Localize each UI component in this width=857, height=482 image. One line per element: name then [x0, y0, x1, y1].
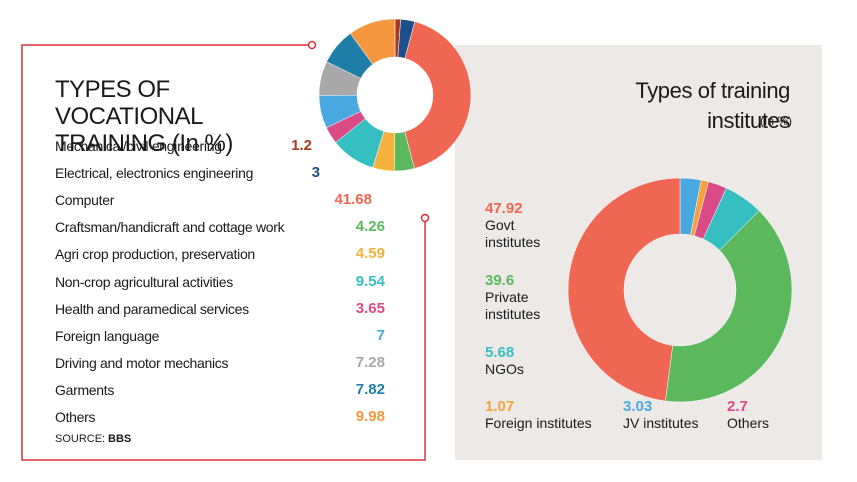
value-label: 9.54	[355, 272, 385, 290]
category-label: Electrical, electronics engineering	[55, 165, 254, 182]
value-label: 3	[311, 164, 320, 182]
card-border	[21, 44, 426, 461]
value-label: 47.92	[485, 200, 523, 217]
category-label: Govt institutes	[485, 217, 541, 250]
category-label: Non-crop agricultural activities	[55, 273, 233, 290]
border-dot	[307, 40, 317, 50]
chart-title: Types of training institutes	[635, 78, 790, 133]
source: BBS	[108, 433, 132, 445]
value-label: 39.6	[485, 272, 515, 289]
value-label: 4.26	[355, 218, 385, 236]
category-label: Craftsman/handicraft and cottage work	[55, 219, 285, 236]
value-label: 3.03	[623, 398, 653, 415]
category-label: Agri crop production, preservation	[55, 246, 255, 263]
category-label: Mechanical/civil engineering	[55, 138, 222, 154]
category-label: JV institutes	[623, 415, 699, 431]
value-label: 2.7	[727, 398, 748, 415]
value-label: 4.59	[355, 245, 385, 263]
source-label: SOURCE:	[55, 433, 106, 445]
border-dot	[420, 213, 430, 223]
category-label: Health and paramedical services	[55, 300, 249, 317]
value-label: 7.28	[355, 353, 385, 371]
category-label: Computer	[55, 192, 115, 209]
category-label: Garments	[55, 381, 115, 398]
category-label: Foreign language	[55, 327, 160, 344]
value-label: 1.07	[485, 398, 515, 415]
slice	[350, 18, 396, 65]
slice	[404, 21, 472, 169]
slice	[567, 177, 681, 402]
value-label: 41.68	[334, 191, 372, 209]
category-label: Foreign institutes	[485, 415, 592, 431]
chart-title: TYPES OF VOCATIONAL TRAINING (In %)	[55, 76, 233, 157]
category-label: Others	[55, 409, 96, 425]
value-label: 1.2	[291, 137, 312, 154]
unit: (In %)	[760, 114, 793, 128]
value-label: 5.68	[485, 344, 515, 361]
value-label: 7.82	[355, 380, 385, 398]
value-label: 3.65	[355, 299, 385, 317]
category-label: Driving and motor mechanics	[55, 354, 229, 371]
value-label: 9.98	[355, 408, 385, 425]
value-label: 7	[376, 326, 385, 344]
category-label: Private institutes	[485, 289, 541, 322]
category-label: Others	[727, 415, 770, 431]
category-label: NGOs	[485, 361, 524, 377]
slice	[665, 210, 793, 403]
